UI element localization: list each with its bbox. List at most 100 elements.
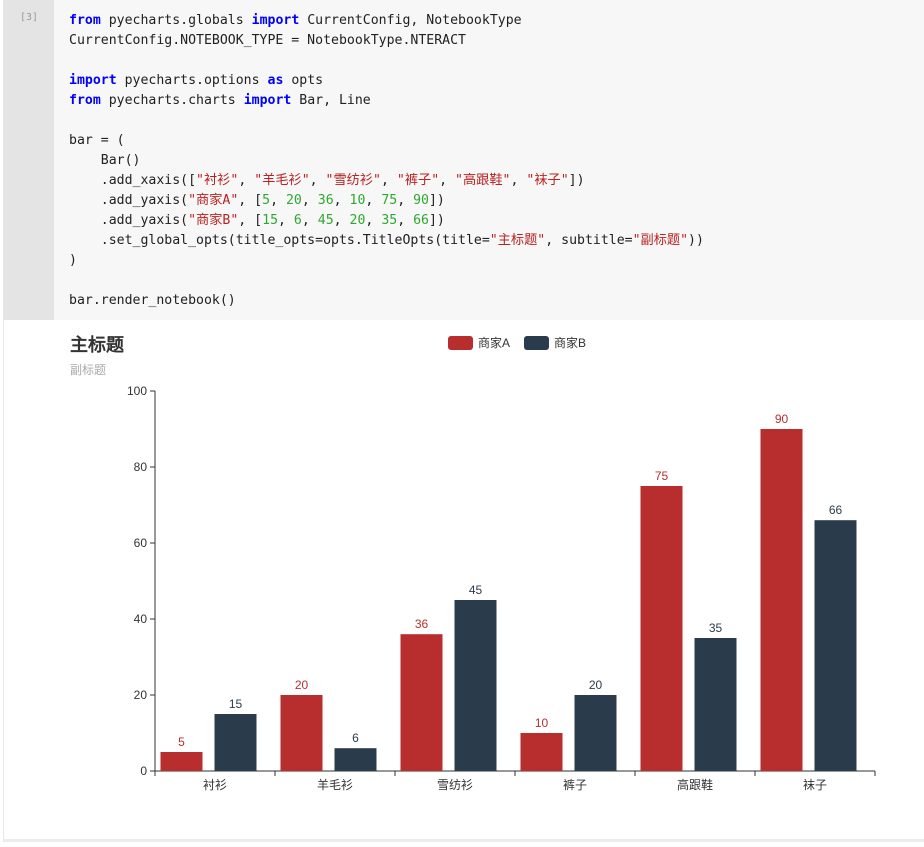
code-token: "袜子" (526, 173, 569, 188)
bar-value-label: 66 (829, 503, 843, 517)
code-token: , (301, 193, 318, 208)
y-tick-label: 0 (140, 764, 147, 778)
bar[interactable] (280, 695, 323, 771)
code-token: 90 (413, 193, 429, 208)
code-token: "副标题" (632, 233, 689, 248)
y-axis: 0 20 40 60 80 100 (127, 384, 156, 778)
x-tick-label: 袜子 (803, 778, 827, 792)
code-token: pyecharts.globals (100, 13, 252, 28)
bar-chart: 主标题 副标题 商家A 商家B 0 20 40 60 80 100 衬衫 羊毛衫 雪纺衫 裤子 高跟… (70, 334, 876, 792)
code-token: CurrentConfig, NotebookType (299, 13, 522, 28)
bar-value-label: 45 (469, 583, 483, 597)
code-token: "商家B" (188, 213, 239, 228)
output-bottom-border (4, 839, 924, 842)
code-token: pyecharts.charts (100, 93, 244, 108)
legend-swatch (448, 336, 473, 350)
legend-item[interactable]: 商家B (524, 335, 586, 350)
code-token: 20 (285, 193, 302, 208)
chart-title: 主标题 (70, 334, 125, 355)
bar-value-label: 20 (295, 678, 309, 692)
code-token: "雪纺衫" (325, 173, 381, 188)
bar-value-label: 20 (589, 678, 603, 692)
code-token: "高跟鞋" (455, 173, 511, 188)
y-tick-label: 40 (134, 612, 148, 626)
bar[interactable] (160, 752, 203, 771)
code-token: , [ (238, 193, 263, 208)
code-token: 10 (349, 193, 366, 208)
bar-value-label: 10 (535, 716, 549, 730)
code-token: .add_yaxis( (69, 193, 189, 208)
code-token: from (69, 13, 101, 28)
legend-swatch (524, 336, 549, 350)
code-token: "裤子" (396, 173, 440, 188)
bar[interactable] (694, 638, 737, 771)
legend-item[interactable]: 商家A (448, 335, 510, 350)
code-token: ]) (428, 213, 445, 228)
code-token: )) (688, 233, 704, 248)
code-token: , (309, 173, 326, 188)
code-token: Bar() (69, 153, 141, 168)
code-token: 5 (262, 193, 271, 208)
bar-value-label: 90 (775, 412, 789, 426)
x-tick-label: 衬衫 (203, 778, 227, 792)
code-token: ]) (428, 193, 445, 208)
code-token: 15 (262, 213, 279, 228)
code-text[interactable]: from pyecharts.globals import CurrentCon… (69, 11, 704, 311)
code-token: 20 (349, 213, 366, 228)
code-token: pyecharts.options (116, 73, 268, 88)
code-token: .add_yaxis( (69, 213, 189, 228)
notebook-cell: [3] from pyecharts.globals import Curren… (3, 0, 924, 842)
bar-series: 5 20 36 10 75 90 15 6 45 20 35 66 (160, 412, 857, 771)
code-token: , (333, 213, 350, 228)
bar-value-label: 15 (229, 697, 243, 711)
code-token: as (267, 73, 284, 88)
cell-output: 主标题 副标题 商家A 商家B 0 20 40 60 80 100 衬衫 羊毛衫 雪纺衫 裤子 高跟… (4, 320, 924, 842)
code-token: import (251, 13, 300, 28)
code-token: , (439, 173, 456, 188)
bar[interactable] (400, 634, 443, 771)
code-token: "羊毛衫" (254, 173, 310, 188)
code-token: ]) (568, 173, 585, 188)
code-token: 36 (317, 193, 334, 208)
bar-value-label: 36 (415, 617, 429, 631)
chart-legend: 商家A 商家B (448, 335, 586, 350)
legend-label: 商家B (554, 335, 586, 350)
code-token: .add_xaxis([ (69, 173, 197, 188)
code-token: , (510, 173, 527, 188)
code-token: , (238, 173, 255, 188)
x-tick-label: 裤子 (563, 778, 587, 792)
code-token: , (397, 193, 414, 208)
bar[interactable] (814, 520, 857, 771)
code-token: bar = ( (69, 133, 125, 148)
code-token: , (397, 213, 414, 228)
code-token: , [ (238, 213, 263, 228)
bar[interactable] (760, 429, 803, 771)
code-token: , (270, 193, 286, 208)
bar-value-label: 35 (709, 621, 723, 635)
code-token: .set_global_opts(title_opts=opts.TitleOp… (69, 233, 490, 248)
code-token: , (365, 193, 382, 208)
bar[interactable] (574, 695, 617, 771)
bar[interactable] (520, 733, 563, 771)
code-editor[interactable]: from pyecharts.globals import CurrentCon… (54, 0, 924, 320)
y-tick-label: 80 (134, 460, 148, 474)
bar[interactable] (334, 748, 377, 771)
code-token: , (381, 173, 397, 188)
code-token: CurrentConfig.NOTEBOOK_TYPE = NotebookTy… (69, 33, 466, 48)
y-tick-label: 100 (127, 384, 147, 398)
bar[interactable] (640, 486, 683, 771)
code-token: "商家A" (188, 193, 239, 208)
code-token: "衬衫" (196, 173, 239, 188)
bar[interactable] (214, 714, 257, 771)
bar-value-label: 6 (352, 731, 359, 745)
code-token: , subtitle= (545, 233, 633, 248)
bar[interactable] (454, 600, 497, 771)
bar-value-label: 75 (655, 469, 669, 483)
code-token: 75 (381, 193, 398, 208)
code-token: bar.render_notebook() (69, 293, 236, 308)
x-axis: 衬衫 羊毛衫 雪纺衫 裤子 高跟鞋 袜子 (154, 770, 876, 792)
code-token: ) (69, 253, 77, 268)
cell-gutter: [3] (4, 0, 54, 320)
execution-count: [3] (19, 12, 39, 23)
bar-value-label: 5 (178, 735, 185, 749)
